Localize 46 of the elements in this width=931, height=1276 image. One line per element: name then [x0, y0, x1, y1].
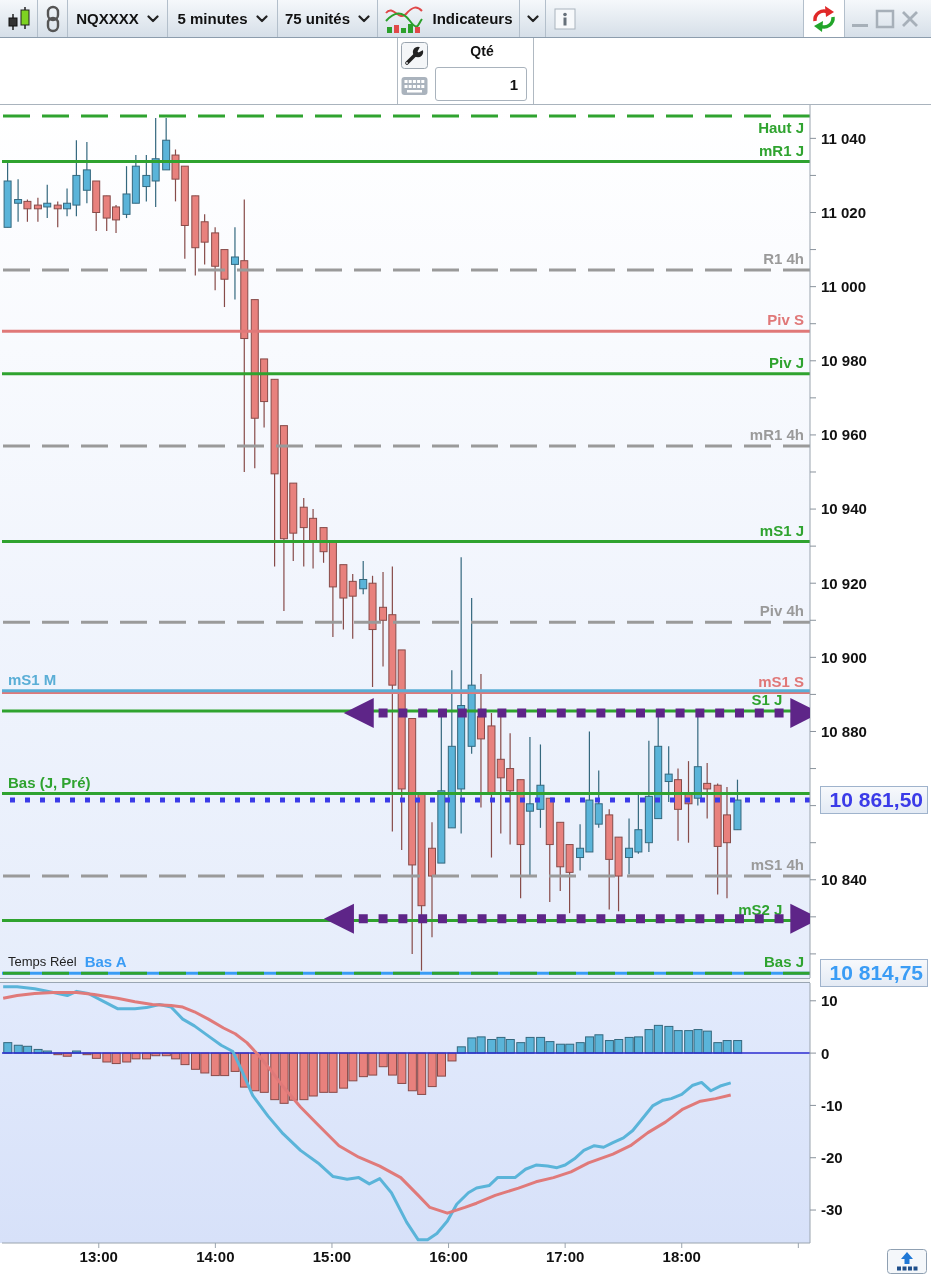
ref-line-label: Bas (J, Pré)	[8, 773, 91, 791]
annotation: Temps Réel	[8, 954, 77, 969]
ref-line-label: mS1 J	[759, 521, 805, 539]
ref-line-label: Bas A	[84, 953, 127, 971]
y-tick-label: 11 000	[821, 278, 867, 296]
y-tick-label: 11 020	[821, 203, 867, 221]
ref-line-label: mS2 J	[738, 900, 783, 918]
x-tick-label: 13:00	[79, 1248, 118, 1266]
y-tick-label: 0	[821, 1044, 830, 1062]
annotation: 10 814,75	[829, 961, 923, 986]
ref-line-label: R1 4h	[763, 249, 805, 267]
annotation: 10 861,50	[829, 788, 923, 813]
y-tick-label: 10 980	[821, 352, 867, 370]
ref-line-label: mS1 M	[8, 670, 57, 688]
ref-line-label: Piv 4h	[759, 602, 804, 620]
x-tick-label: 16:00	[429, 1248, 468, 1266]
ref-line-label: mS1 S	[758, 672, 804, 690]
ref-line-label: S1 J	[751, 691, 783, 709]
y-tick-label: 10 900	[821, 648, 867, 666]
y-tick-label: 10 880	[821, 722, 867, 740]
ref-line-label: Bas J	[763, 953, 804, 971]
x-tick-label: 17:00	[545, 1248, 585, 1266]
ref-line-label: mR1 J	[758, 141, 805, 159]
y-tick-label: 11 040	[821, 129, 867, 147]
x-tick-label: 15:00	[312, 1248, 352, 1266]
ref-line-label: Piv J	[768, 353, 805, 371]
y-tick-label: 10 920	[821, 574, 867, 592]
y-tick-label: 10	[821, 992, 838, 1010]
ref-line-label: mR1 4h	[749, 426, 804, 444]
quantity-field: 1	[435, 67, 527, 101]
text: Qté	[470, 43, 494, 59]
ref-line-label: Haut J	[758, 119, 804, 137]
x-tick-label: 18:00	[662, 1248, 701, 1266]
text: 75 unités	[284, 10, 351, 27]
text: Indicateurs	[432, 10, 513, 27]
y-tick-label: -30	[821, 1201, 843, 1219]
y-tick-label: -20	[821, 1149, 843, 1167]
y-tick-label: 10 960	[821, 426, 867, 444]
ref-line-label: mS1 4h	[750, 856, 804, 874]
text: 5 minutes	[177, 10, 248, 27]
y-tick-label: 10 840	[821, 871, 867, 889]
ref-line-label: Piv S	[767, 311, 804, 329]
y-tick-label: 10 940	[821, 500, 867, 518]
x-tick-label: 14:00	[196, 1248, 235, 1266]
text: NQXXXX	[76, 10, 139, 27]
y-tick-label: -10	[821, 1096, 843, 1114]
